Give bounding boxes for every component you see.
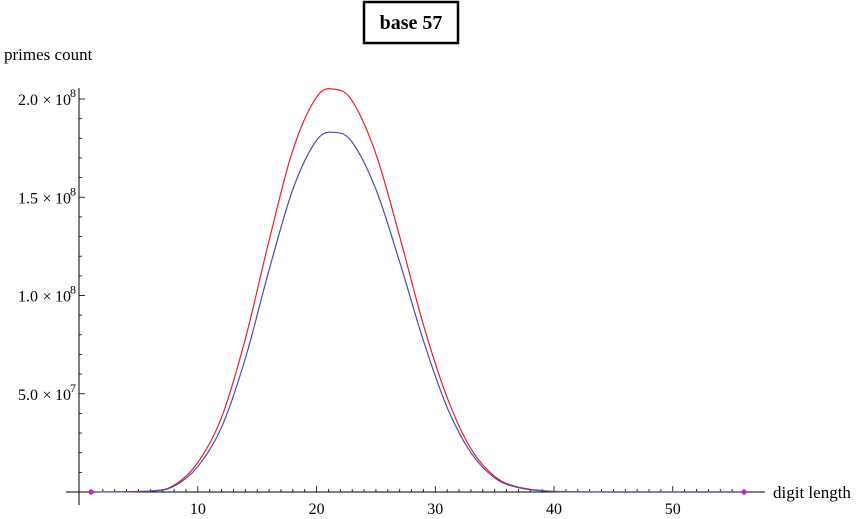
y-tick-mantissa: 2.0 <box>18 92 38 109</box>
y-tick-times: × <box>42 289 51 306</box>
y-tick-base: 10 <box>55 190 71 207</box>
y-tick-label: 2.0 × 10 8 <box>18 86 76 109</box>
y-tick-label: 1.0 × 10 8 <box>18 283 76 306</box>
x-axis-ticks: 10 20 30 40 50 <box>102 486 745 518</box>
y-tick-base: 10 <box>55 387 71 404</box>
x-tick-label: 30 <box>427 501 443 518</box>
y-tick-mantissa: 1.5 <box>18 190 38 207</box>
y-tick-base: 10 <box>55 289 71 306</box>
y-tick-exponent: 8 <box>70 184 76 198</box>
y-tick-times: × <box>42 92 51 109</box>
y-tick-times: × <box>42 387 51 404</box>
chart-title-text: base 57 <box>380 12 443 34</box>
endpoint-layer <box>88 489 747 495</box>
y-tick-base: 10 <box>55 92 71 109</box>
y-axis-label: primes count <box>4 45 93 64</box>
series-line-2 <box>90 131 744 493</box>
x-tick-label: 50 <box>665 501 681 518</box>
endpoint-marker <box>88 489 94 495</box>
series-line-1 <box>90 88 744 493</box>
endpoint-marker <box>741 489 747 495</box>
y-tick-mantissa: 1.0 <box>18 289 38 306</box>
x-tick-label: 40 <box>546 501 562 518</box>
x-tick-label: 10 <box>190 501 206 518</box>
y-tick-exponent: 8 <box>70 283 76 297</box>
chart-title: base 57 <box>362 0 460 45</box>
y-tick-label: 1.5 × 10 8 <box>18 184 76 207</box>
x-axis-label: digit length <box>773 483 851 502</box>
y-tick-exponent: 7 <box>70 381 76 395</box>
y-axis-ticks: 5.0 × 10 71.0 × 10 81.5 × 10 82.0 × 10 8 <box>18 86 85 473</box>
y-tick-label: 5.0 × 10 7 <box>18 381 76 404</box>
series-layer <box>90 88 744 493</box>
y-tick-exponent: 8 <box>70 86 76 100</box>
y-tick-mantissa: 5.0 <box>18 387 38 404</box>
x-tick-label: 20 <box>309 501 325 518</box>
y-tick-times: × <box>42 190 51 207</box>
